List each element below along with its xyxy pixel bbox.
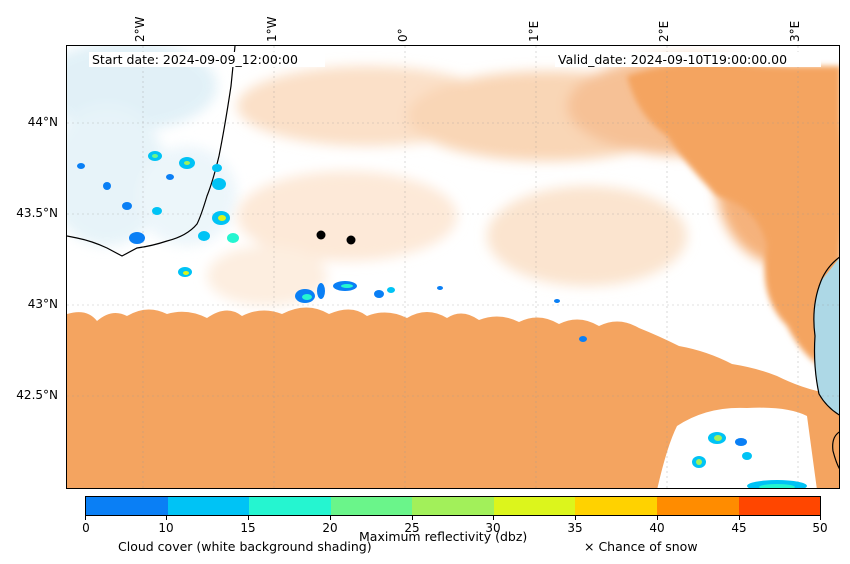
- colorbar-tickmark: [575, 516, 576, 520]
- colorbar-tick-45: 45: [731, 521, 747, 535]
- rain-area-south: [67, 307, 839, 488]
- colorbar-tickmark: [248, 516, 249, 520]
- lon-tick-1w: 1°W: [265, 16, 279, 43]
- map-panel: Start date: 2024-09-09_12:00:00 Valid_da…: [66, 45, 840, 489]
- colorbar-tick-25: 25: [404, 521, 420, 535]
- colorbar-tick-15: 15: [240, 521, 256, 535]
- location-marker: [316, 230, 326, 240]
- colorbar-segment: [249, 497, 331, 515]
- colorbar-tickmark: [166, 516, 167, 520]
- colorbar-tickmark: [85, 516, 86, 520]
- colorbar-tick-50: 50: [812, 521, 828, 535]
- map-canvas: [67, 46, 839, 488]
- lon-tick-2w: 2°W: [133, 16, 147, 43]
- lon-tick-2e: 2°E: [657, 20, 671, 42]
- colorbar-tickmark: [330, 516, 331, 520]
- location-marker: [346, 235, 356, 245]
- reflectivity-cells: [77, 151, 807, 488]
- colorbar-tick-20: 20: [322, 521, 338, 535]
- snow-legend: × Chance of snow: [584, 539, 698, 554]
- lat-tick-42-5n: 42.5°N: [16, 388, 58, 402]
- colorbar-segment: [656, 497, 739, 515]
- colorbar-segment: [493, 497, 576, 515]
- colorbar-segment: [575, 497, 657, 515]
- lon-tick-1e: 1°E: [527, 20, 541, 42]
- colorbar-segment: [738, 497, 821, 515]
- cloud-cover-legend: Cloud cover (white background shading): [118, 539, 372, 554]
- colorbar-tickmark: [820, 516, 821, 520]
- colorbar-tickmark: [657, 516, 658, 520]
- reflectivity-colorbar: [85, 496, 821, 516]
- gridlines: [67, 46, 839, 488]
- lon-tick-3e: 3°E: [788, 20, 802, 42]
- sea-areas: [813, 258, 839, 415]
- colorbar-tick-40: 40: [649, 521, 665, 535]
- rain-area-east: [627, 62, 839, 376]
- colorbar-segment: [412, 497, 494, 515]
- colorbar-segment: [330, 497, 413, 515]
- colorbar-tick-30: 30: [485, 521, 501, 535]
- valid-date-label: Valid_date: 2024-09-10T19:00:00.00: [555, 52, 821, 67]
- colorbar-tickmark: [412, 516, 413, 520]
- lat-tick-44n: 44°N: [27, 115, 58, 129]
- colorbar-label: Maximum reflectivity (dbz): [359, 529, 528, 544]
- colorbar-tick-0: 0: [82, 521, 90, 535]
- colorbar-segment: [167, 497, 250, 515]
- colorbar-segment: [86, 497, 168, 515]
- location-markers: [316, 230, 356, 245]
- colorbar-tickmark: [739, 516, 740, 520]
- colorbar-tick-10: 10: [158, 521, 174, 535]
- lat-tick-43-5n: 43.5°N: [16, 206, 58, 220]
- lat-tick-43n: 43°N: [27, 297, 58, 311]
- coastlines: [67, 46, 839, 470]
- colorbar-tick-35: 35: [567, 521, 583, 535]
- lon-tick-0: 0°: [396, 28, 410, 42]
- cloud-cover-shading: [67, 46, 237, 246]
- start-date-label: Start date: 2024-09-09_12:00:00: [89, 52, 325, 67]
- colorbar-tickmark: [493, 516, 494, 520]
